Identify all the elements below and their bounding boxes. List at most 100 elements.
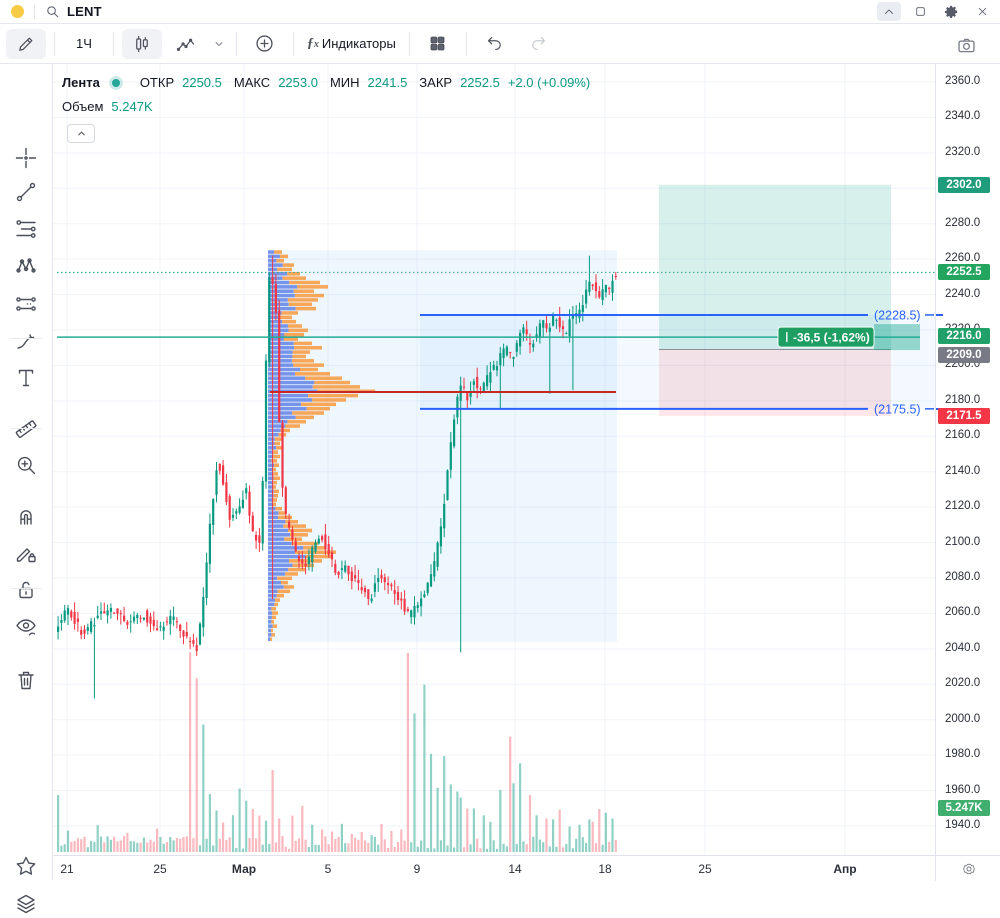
position-loss-zone[interactable]	[659, 349, 891, 416]
order-pnl-badge[interactable]	[777, 326, 875, 348]
volume-bar	[380, 824, 383, 852]
profile-bar-up	[268, 337, 284, 341]
volume-bar	[472, 808, 475, 852]
tool-favorites[interactable]	[12, 852, 40, 880]
volume-bar	[340, 823, 343, 852]
candle-body	[116, 608, 119, 614]
tool-remove-drawings[interactable]	[12, 666, 40, 694]
open-label: ОТКР	[139, 75, 175, 90]
volume-bar	[502, 843, 505, 852]
redo-button[interactable]	[519, 29, 559, 59]
legend-collapse-button[interactable]	[67, 124, 95, 143]
tool-magnet[interactable]	[12, 502, 40, 530]
profile-bar-up	[268, 541, 292, 546]
brush-icon	[17, 334, 35, 349]
price-axis-settings[interactable]	[935, 855, 1000, 881]
profile-bar-up	[268, 402, 302, 407]
tool-hide-drawings[interactable]	[12, 613, 40, 641]
profile-bar-down	[285, 572, 298, 576]
indicators-button[interactable]: ƒx Индикаторы	[302, 29, 401, 59]
volume-bar	[225, 840, 228, 852]
volume-bar	[146, 842, 149, 852]
candle-body	[479, 388, 482, 390]
time-tick: 25	[153, 862, 167, 876]
volume-bar	[212, 845, 215, 852]
candle-body	[420, 598, 423, 607]
candle-body	[304, 563, 307, 567]
tool-fib-retracement[interactable]	[12, 215, 40, 243]
candle-body	[301, 559, 304, 564]
undo-button[interactable]	[475, 29, 515, 59]
volume-bar	[248, 838, 251, 852]
volume-bar	[103, 842, 106, 852]
profile-bar-up	[268, 324, 288, 328]
candle-body	[370, 598, 373, 602]
time-axis[interactable]: 21 25 Мар 5 9 14 18 25 Апр	[52, 855, 935, 881]
volume-bar	[449, 784, 452, 852]
volume-bar	[321, 829, 324, 852]
tool-lock-all[interactable]	[12, 576, 40, 604]
candle-body	[238, 506, 241, 513]
tool-text[interactable]	[12, 364, 40, 392]
position-profit-zone[interactable]	[659, 184, 891, 350]
tool-zoom-in[interactable]	[12, 451, 40, 479]
candle-body	[182, 630, 185, 637]
volume-bar	[288, 848, 291, 852]
tool-object-tree[interactable]	[12, 890, 40, 918]
order-handle[interactable]	[874, 324, 920, 351]
tool-xabcd-pattern[interactable]	[12, 252, 40, 280]
volume-bar	[264, 820, 268, 852]
interval-button[interactable]: 1Ч	[63, 29, 105, 59]
candle-body	[410, 610, 413, 618]
close-button[interactable]	[970, 2, 994, 21]
tool-crosshair[interactable]	[12, 144, 40, 172]
time-tick: 14	[508, 862, 522, 876]
volume-bar	[317, 844, 320, 852]
profile-bar-down	[283, 524, 306, 528]
volume-bar	[611, 818, 614, 852]
candle-body	[350, 571, 353, 582]
compare-add-button[interactable]	[245, 29, 285, 59]
price-chart[interactable]: (2228.5) (2175.5) -36,5 (-1,62%)	[0, 0, 1000, 880]
tool-trend-line[interactable]	[12, 178, 40, 206]
layout-templates-button[interactable]	[418, 29, 458, 59]
candle-body	[380, 574, 383, 579]
candle-body	[512, 357, 515, 359]
line-style-button[interactable]	[166, 29, 206, 59]
legend-symbol[interactable]: Лента	[62, 75, 100, 90]
profile-bar-up	[268, 489, 274, 494]
collapse-toolbar-button[interactable]	[877, 2, 901, 21]
profile-bar-down	[272, 624, 277, 628]
screenshot-button[interactable]	[946, 30, 986, 60]
gear-icon	[944, 5, 957, 19]
window-dot[interactable]	[11, 5, 24, 18]
price-tick: 2240.0	[945, 287, 981, 300]
style-dropdown-button[interactable]	[210, 29, 228, 59]
candle-body	[522, 327, 525, 334]
volume-bar	[123, 836, 126, 852]
profile-bar-up	[268, 550, 296, 554]
profile-bar-up	[268, 519, 286, 524]
volume-bar	[231, 815, 235, 852]
tool-drawing-lock[interactable]	[12, 539, 40, 567]
price-axis[interactable]: 2360.02340.02320.02300.02280.02260.02240…	[935, 63, 1000, 855]
edit-tool-button[interactable]	[6, 28, 46, 59]
candles-style-button[interactable]	[121, 28, 162, 59]
candle-body	[535, 334, 538, 338]
tool-long-position[interactable]	[12, 290, 40, 318]
volume-bar	[479, 848, 482, 852]
candle-body	[297, 556, 301, 561]
candle-body	[449, 442, 452, 470]
divider	[34, 4, 35, 19]
profile-bar-up	[268, 437, 275, 441]
profile-bar-down	[290, 533, 308, 537]
profile-bar-up	[268, 620, 272, 624]
volume-bar	[396, 841, 400, 852]
volume-profile-range[interactable]	[268, 250, 617, 642]
profile-bar-down	[272, 498, 277, 502]
maximize-button[interactable]	[908, 2, 932, 21]
symbol-search[interactable]: LENT	[45, 4, 102, 19]
tool-brush[interactable]	[12, 327, 40, 355]
settings-button[interactable]	[939, 2, 963, 21]
volume-bar	[258, 815, 261, 852]
